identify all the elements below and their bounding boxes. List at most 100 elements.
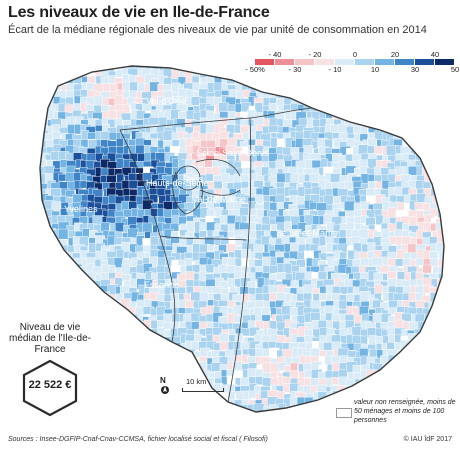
north-arrow-icon: N bbox=[160, 376, 170, 395]
commune-cell bbox=[164, 405, 174, 412]
commune-cell bbox=[135, 404, 145, 412]
commune-cell bbox=[396, 82, 407, 93]
commune-cell bbox=[100, 221, 110, 232]
commune-cell bbox=[50, 271, 62, 282]
commune-cell bbox=[65, 189, 75, 198]
commune-cell bbox=[94, 383, 104, 394]
commune-cell bbox=[122, 328, 134, 337]
commune-cell bbox=[40, 194, 43, 204]
commune-cell bbox=[304, 76, 315, 86]
commune-cell bbox=[67, 55, 75, 63]
commune-cell bbox=[445, 259, 455, 268]
commune-cell bbox=[422, 90, 434, 102]
commune-cell bbox=[379, 378, 391, 386]
commune-cell bbox=[242, 75, 253, 85]
commune-cell bbox=[40, 134, 42, 143]
commune-cell bbox=[129, 361, 138, 373]
commune-cell bbox=[429, 144, 441, 156]
commune-cell bbox=[236, 90, 245, 100]
commune-cell bbox=[290, 83, 302, 95]
commune-cell bbox=[430, 132, 440, 143]
commune-cell bbox=[359, 383, 369, 393]
commune-cell bbox=[360, 99, 371, 107]
commune-cell bbox=[417, 124, 426, 135]
commune-cell bbox=[367, 382, 378, 394]
commune-cell bbox=[87, 291, 96, 303]
commune-cell bbox=[394, 186, 403, 197]
commune-cell bbox=[102, 376, 110, 385]
commune-cell bbox=[114, 363, 125, 375]
commune-cell bbox=[400, 362, 411, 371]
commune-cell bbox=[50, 284, 62, 296]
commune-cell bbox=[255, 413, 265, 422]
commune-cell bbox=[186, 220, 195, 233]
commune-cell bbox=[373, 145, 383, 155]
median-hexagon: 22 522 € bbox=[20, 359, 80, 417]
commune-cell bbox=[331, 74, 340, 86]
commune-cell bbox=[94, 377, 104, 387]
commune-cell bbox=[46, 308, 57, 318]
commune-cell bbox=[93, 355, 105, 364]
commune-cell bbox=[179, 355, 187, 365]
dept-label: Seine-Saint-Denis bbox=[196, 148, 269, 158]
commune-cell bbox=[429, 104, 442, 114]
commune-cell bbox=[80, 66, 91, 74]
commune-cell bbox=[387, 369, 397, 378]
commune-cell bbox=[438, 138, 444, 149]
commune-cell bbox=[338, 104, 349, 114]
median-caption: Niveau de vie médian de l'Ile-de-France bbox=[9, 322, 91, 355]
commune-cell bbox=[40, 286, 43, 297]
commune-cell bbox=[46, 77, 55, 87]
commune-cell bbox=[354, 95, 364, 106]
commune-cell bbox=[151, 341, 161, 352]
commune-cell bbox=[317, 271, 327, 280]
commune-cell bbox=[40, 126, 41, 136]
commune-cell bbox=[144, 407, 155, 412]
commune-cell bbox=[142, 357, 154, 366]
legend-bottom-label: 10 bbox=[370, 65, 380, 74]
commune-cell bbox=[351, 112, 363, 123]
commune-cell bbox=[40, 228, 47, 240]
commune-cell bbox=[31, 181, 39, 191]
commune-cell bbox=[430, 97, 440, 110]
commune-cell bbox=[423, 120, 435, 129]
commune-cell bbox=[218, 67, 229, 78]
commune-cell bbox=[143, 391, 153, 401]
commune-cell bbox=[117, 321, 125, 333]
north-label: N bbox=[160, 376, 166, 385]
commune-cell bbox=[163, 84, 172, 92]
commune-cell bbox=[346, 75, 355, 87]
commune-cell bbox=[416, 83, 426, 95]
commune-cell bbox=[94, 412, 105, 420]
legend-bottom-label: 30 bbox=[410, 65, 420, 74]
commune-cell bbox=[438, 348, 444, 361]
commune-cell bbox=[52, 251, 63, 260]
commune-cell bbox=[445, 355, 455, 366]
commune-cell bbox=[156, 350, 166, 360]
commune-cell bbox=[122, 391, 131, 400]
commune-cell bbox=[270, 137, 278, 149]
commune-cell bbox=[447, 301, 454, 309]
commune-cell bbox=[445, 223, 452, 231]
commune-cell bbox=[445, 377, 455, 386]
commune-cell bbox=[418, 355, 427, 368]
commune-cell bbox=[124, 342, 132, 354]
commune-cell bbox=[372, 116, 384, 128]
commune-cell bbox=[431, 349, 440, 361]
commune-cell bbox=[431, 82, 441, 91]
commune-cell bbox=[129, 337, 139, 346]
commune-cell bbox=[135, 362, 145, 373]
commune-cell bbox=[445, 362, 455, 372]
commune-cell bbox=[200, 57, 210, 66]
commune-cell bbox=[163, 341, 173, 351]
commune-cell bbox=[122, 413, 132, 423]
commune-cell bbox=[437, 96, 444, 106]
commune-cell bbox=[64, 302, 76, 311]
commune-cell bbox=[400, 371, 411, 381]
commune-cell bbox=[437, 385, 444, 395]
commune-cell bbox=[403, 355, 414, 365]
commune-cell bbox=[179, 404, 189, 412]
commune-cell bbox=[130, 391, 139, 403]
commune-cell bbox=[194, 398, 202, 407]
commune-cell bbox=[40, 285, 48, 296]
